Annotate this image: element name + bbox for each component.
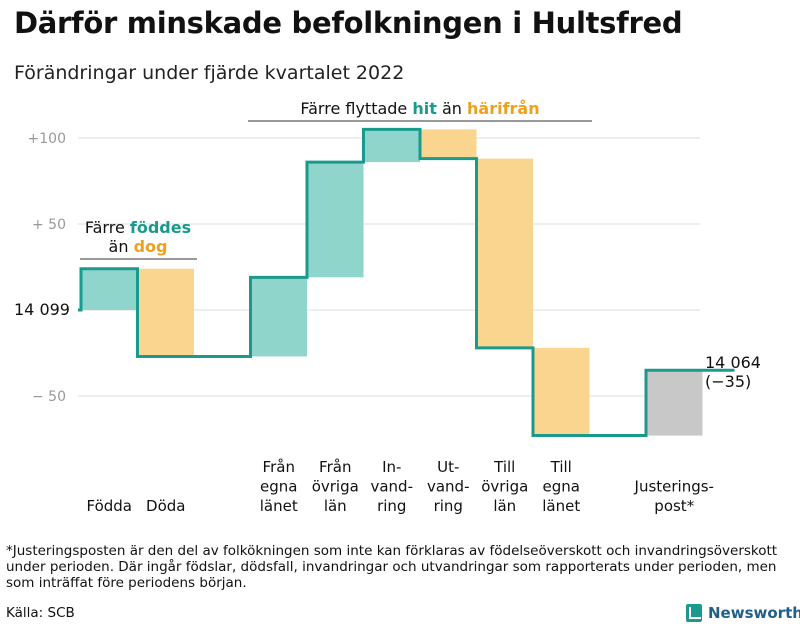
category-label: In- [382,458,401,476]
annotation-span: Färre flyttade [300,99,412,118]
waterfall-bar [307,162,364,278]
category-label: övriga [481,478,528,496]
annotation-span: Färre [85,218,130,237]
newsworthy-logo-icon [686,604,702,622]
annotation-span: härifrån [467,99,540,118]
annotation-span: hit [412,99,437,118]
category-label: övriga [312,478,359,496]
waterfall-bar [646,370,703,436]
step-line-layer [78,127,735,438]
waterfall-bar [250,277,307,357]
brand-logo[interactable]: Newsworthy [686,599,800,627]
category-label: län [493,497,516,515]
category-label: ring [434,497,463,515]
category-label: vand- [427,478,470,496]
end-change-label: (−35) [705,372,751,391]
annotation-span: än [109,237,134,256]
category-label: egna [260,478,297,496]
category-label: Till [550,458,572,476]
category-label: län [324,497,347,515]
category-label: ring [377,497,406,515]
annotation-births-deaths-line1: Färre föddes [85,218,191,237]
category-label: Justerings- [634,478,714,496]
brand-name: Newsworthy [708,604,800,622]
category-label: Från [319,458,351,476]
step-line [78,127,735,438]
waterfall-bar [81,268,138,310]
category-label: vand- [370,478,413,496]
category-label: post* [654,497,694,515]
chart-title: Därför minskade befolkningen i Hultsfred [14,6,683,40]
category-label: egna [543,478,580,496]
category-label: Till [493,458,515,476]
y-tick-label: +100 [28,131,66,147]
category-label: Födda [86,497,132,515]
waterfall-bar [420,129,477,159]
annotation-span: än [437,99,467,118]
y-tick-label: + 50 [32,217,66,233]
annotation-span: dog [134,237,168,256]
annotation-migration: Färre flyttade hit än härifrån [300,99,539,118]
category-label: länet [542,497,580,515]
category-label: länet [260,497,298,515]
waterfall-bar [363,129,420,163]
source-label: Källa: SCB [6,605,75,621]
annotation-span: föddes [130,218,191,237]
category-label: Ut- [437,458,459,476]
waterfall-bar [476,158,533,348]
category-label: Från [263,458,295,476]
category-label: Döda [146,497,185,515]
waterfall-bar [137,268,194,357]
y-tick-label: − 50 [32,389,66,405]
footnote: *Justeringsposten är den del av folkökni… [6,543,778,591]
waterfall-bar [533,347,590,436]
end-value-label: 14 064 [705,353,761,372]
annotation-births-deaths-line2: än dog [109,237,168,256]
chart-subtitle: Förändringar under fjärde kvartalet 2022 [14,62,405,84]
bars-layer [81,129,703,436]
start-value-label: 14 099 [14,300,70,319]
